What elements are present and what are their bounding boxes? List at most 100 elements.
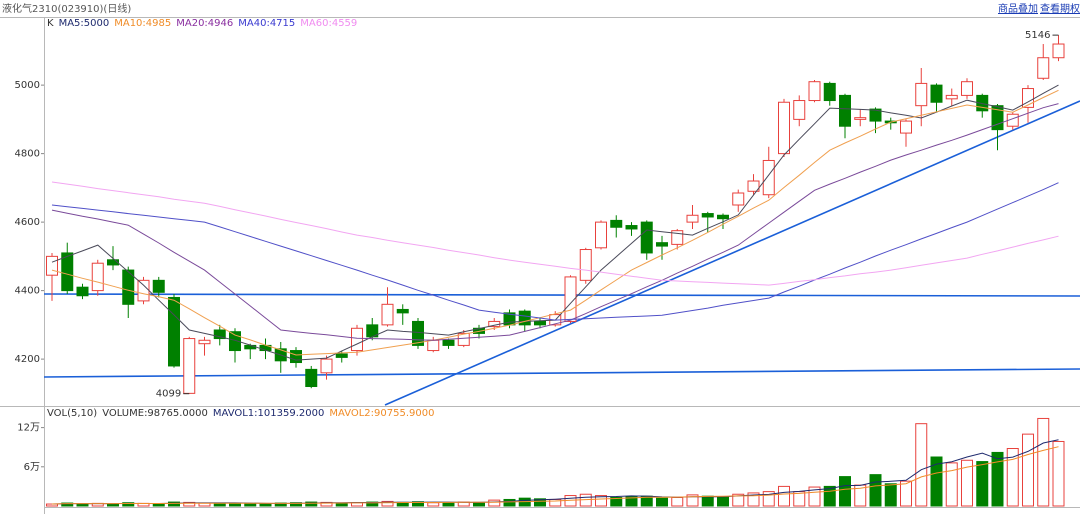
volume-bar	[778, 485, 790, 507]
volume-bar	[625, 496, 638, 507]
candle-body	[915, 82, 928, 107]
candle-body	[427, 339, 440, 352]
volume-bar	[961, 459, 973, 507]
legend-entry: MA60:4559	[300, 18, 357, 29]
candle-body	[1052, 43, 1065, 59]
volume-bar	[595, 495, 607, 507]
candle-body	[1037, 57, 1050, 79]
candle-body	[945, 94, 958, 100]
candle-body	[137, 279, 150, 302]
volume-bar	[259, 503, 272, 507]
volume-bar	[900, 480, 912, 507]
volume-bar	[534, 498, 546, 507]
candle-body	[61, 252, 74, 292]
volume-bar	[884, 483, 897, 507]
candle-body	[229, 331, 241, 352]
candle-body	[717, 214, 729, 220]
candle-body	[686, 214, 699, 223]
legend-entry: MAVOL1:101359.2000	[213, 408, 324, 419]
volume-bar	[107, 503, 119, 507]
candle-body	[656, 242, 668, 247]
volume-bar	[61, 502, 74, 507]
trend-line	[43, 293, 1080, 297]
candle-body	[793, 100, 806, 120]
candle-body	[198, 339, 211, 345]
y-tick-label: 4600	[15, 217, 40, 228]
candle-body	[732, 192, 745, 206]
volume-bar	[991, 451, 1004, 507]
volume-bar	[732, 493, 745, 507]
trend-line	[384, 100, 1080, 406]
volume-bar	[305, 501, 318, 507]
legend-entry: MA20:4946	[176, 18, 233, 29]
volume-bar	[823, 485, 836, 507]
candle-body	[854, 117, 867, 120]
legend-entry: K	[47, 18, 54, 29]
volume-bar	[442, 502, 455, 507]
volume-bar	[381, 500, 394, 507]
y-tick-label: 12万	[17, 423, 40, 434]
y-tick-label: 6万	[24, 462, 40, 473]
volume-bar	[686, 494, 699, 507]
legend-entry: MAVOL2:90755.9000	[329, 408, 434, 419]
option-link[interactable]: 查看期权	[1040, 2, 1080, 15]
volume-bar	[701, 495, 714, 507]
volume-bar	[427, 502, 440, 507]
candle-body	[290, 350, 302, 364]
candle-body	[305, 368, 318, 388]
volume-bar	[290, 502, 302, 507]
volume-bar	[839, 476, 851, 507]
volume-bar	[168, 501, 180, 507]
volume-bar	[1037, 417, 1050, 507]
candle-body	[595, 221, 607, 249]
volume-bar	[244, 503, 257, 507]
candle-body	[518, 310, 531, 326]
candle-body	[91, 262, 104, 292]
volume-bar	[945, 462, 958, 507]
candle-body	[76, 286, 89, 297]
candle-body	[457, 332, 470, 346]
candle-body	[46, 255, 58, 276]
volume-bar	[976, 461, 989, 507]
candle-body	[122, 269, 135, 305]
volume-bar	[1022, 433, 1034, 507]
candle-body	[335, 353, 348, 358]
candle-body	[351, 327, 363, 352]
candle-body	[991, 105, 1004, 131]
trend-line	[43, 368, 1080, 378]
candle-body	[961, 81, 973, 96]
candle-body	[610, 219, 623, 228]
volume-bar	[488, 499, 501, 507]
overlay-link[interactable]: 商品叠加	[998, 2, 1038, 15]
candle-body	[381, 303, 394, 326]
volume-bar	[503, 498, 516, 507]
legend-entry: MA40:4715	[238, 18, 295, 29]
candle-body	[900, 120, 912, 134]
volume-bar	[747, 492, 760, 507]
ma-line	[51, 181, 1059, 286]
candle-body	[168, 296, 180, 367]
candle-body	[579, 249, 592, 281]
candle-body	[183, 338, 196, 394]
volume-bar	[1052, 440, 1065, 507]
candle-body	[701, 213, 714, 218]
ma-line	[51, 103, 1059, 341]
volume-bar	[656, 497, 668, 507]
y-tick-label: 4800	[15, 149, 40, 160]
candle-body	[412, 320, 424, 346]
legend-entry: MA10:4985	[114, 18, 171, 29]
volume-bar	[869, 474, 882, 507]
candle-body	[808, 81, 821, 102]
candle-body	[671, 230, 684, 245]
volume-bar	[762, 491, 775, 507]
legend-entry: VOL(5,10)	[47, 408, 97, 419]
ma-line	[51, 89, 1059, 356]
candle-body	[762, 159, 775, 196]
low-label: 4099	[156, 389, 181, 400]
volume-bar	[808, 486, 821, 507]
volume-bar	[671, 497, 684, 507]
candle-body	[747, 180, 760, 192]
